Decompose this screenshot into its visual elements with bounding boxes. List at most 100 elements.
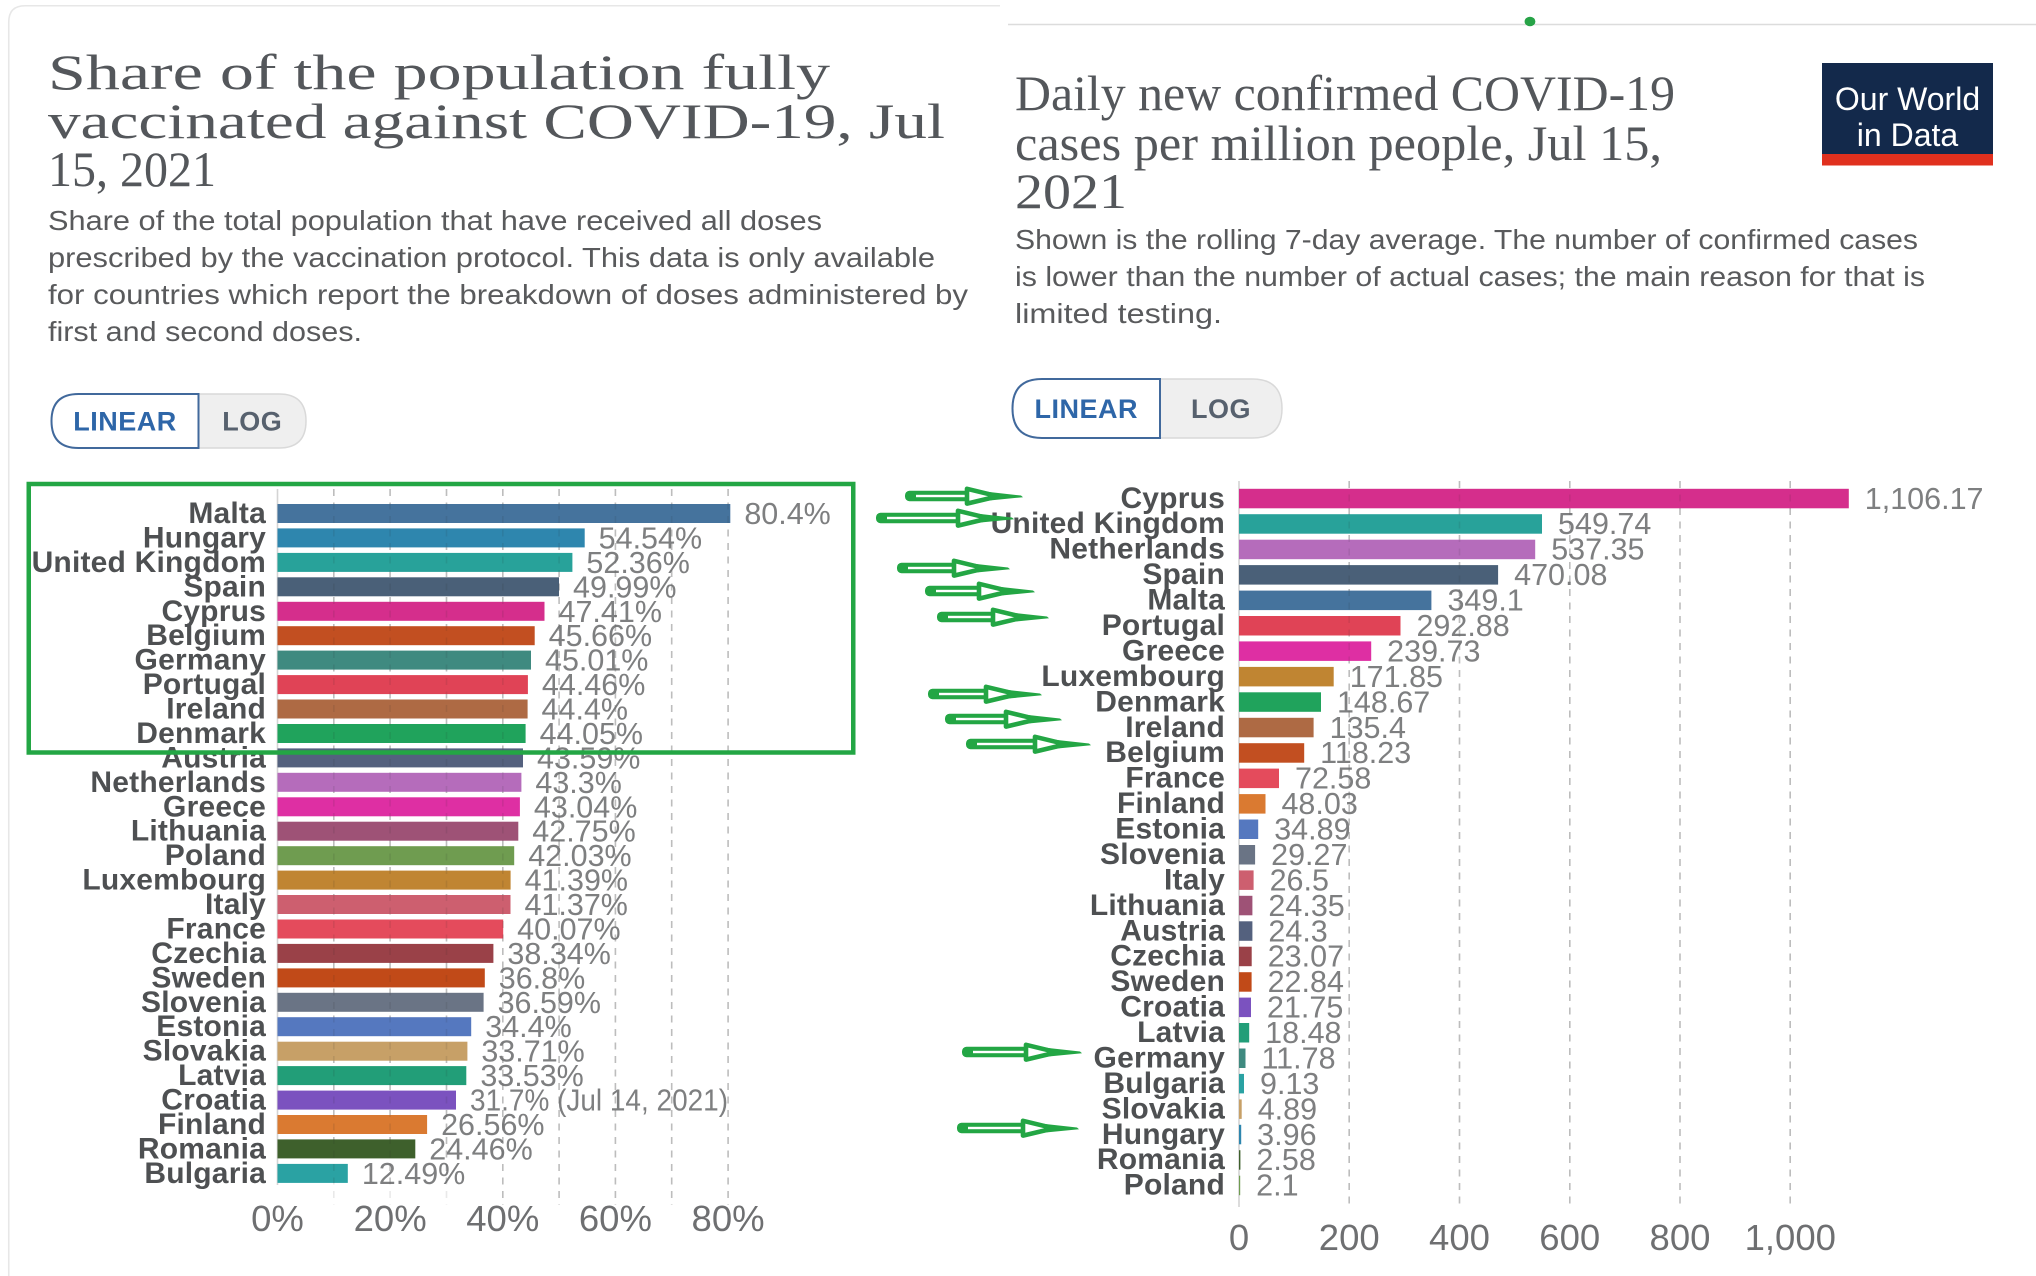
svg-text:Hungary: Hungary xyxy=(143,521,266,554)
svg-text:Lithuania: Lithuania xyxy=(131,815,266,848)
svg-text:3.96: 3.96 xyxy=(1257,1118,1316,1152)
svg-text:Italy: Italy xyxy=(205,888,266,921)
svg-text:Belgium: Belgium xyxy=(146,619,266,652)
svg-text:limited testing.: limited testing. xyxy=(1015,298,1222,329)
svg-text:Finland: Finland xyxy=(158,1108,266,1141)
svg-text:23.07: 23.07 xyxy=(1268,940,1344,974)
svg-text:Greece: Greece xyxy=(1122,634,1225,667)
svg-text:Netherlands: Netherlands xyxy=(1049,533,1225,566)
svg-text:44.46%: 44.46% xyxy=(542,668,645,702)
svg-text:Portugal: Portugal xyxy=(1102,609,1225,642)
svg-text:171.85: 171.85 xyxy=(1350,660,1443,694)
svg-text:200: 200 xyxy=(1319,1217,1380,1258)
svg-text:LOG: LOG xyxy=(222,407,282,437)
svg-text:38.34%: 38.34% xyxy=(507,937,610,971)
svg-text:33.71%: 33.71% xyxy=(481,1035,584,1069)
svg-text:Share of the population fully: Share of the population fully xyxy=(48,44,830,100)
svg-text:34.4%: 34.4% xyxy=(485,1010,571,1044)
svg-text:Sweden: Sweden xyxy=(1110,965,1225,998)
svg-text:Bulgaria: Bulgaria xyxy=(1103,1067,1225,1100)
svg-text:Malta: Malta xyxy=(188,497,266,530)
svg-text:292.88: 292.88 xyxy=(1416,609,1509,643)
svg-text:Czechia: Czechia xyxy=(151,937,266,970)
svg-text:54.54%: 54.54% xyxy=(599,521,702,555)
svg-text:Estonia: Estonia xyxy=(1115,813,1225,846)
svg-text:800: 800 xyxy=(1650,1217,1711,1258)
svg-text:Daily new confirmed COVID-19: Daily new confirmed COVID-19 xyxy=(1015,65,1675,121)
svg-text:31.7% (Jul 14, 2021): 31.7% (Jul 14, 2021) xyxy=(470,1084,728,1118)
svg-text:Germany: Germany xyxy=(1094,1041,1226,1074)
svg-text:Netherlands: Netherlands xyxy=(90,766,266,799)
svg-text:400: 400 xyxy=(1429,1217,1490,1258)
svg-text:26.5: 26.5 xyxy=(1270,863,1329,897)
svg-text:11.78: 11.78 xyxy=(1261,1041,1335,1075)
svg-text:26.56%: 26.56% xyxy=(441,1108,544,1142)
svg-text:24.35: 24.35 xyxy=(1268,889,1344,923)
svg-text:Cyprus: Cyprus xyxy=(161,595,266,628)
svg-text:LOG: LOG xyxy=(1191,394,1251,424)
svg-text:52.36%: 52.36% xyxy=(586,546,689,580)
svg-text:20%: 20% xyxy=(354,1198,427,1239)
svg-text:Share of the total population: Share of the total population that have … xyxy=(48,205,822,236)
svg-text:29.27: 29.27 xyxy=(1271,838,1347,872)
svg-text:43.04%: 43.04% xyxy=(534,790,637,824)
svg-text:148.67: 148.67 xyxy=(1337,685,1430,719)
svg-text:Austria: Austria xyxy=(1120,914,1225,947)
svg-text:33.53%: 33.53% xyxy=(480,1059,583,1093)
svg-text:239.73: 239.73 xyxy=(1387,634,1480,668)
svg-text:Belgium: Belgium xyxy=(1105,736,1225,769)
svg-text:Lithuania: Lithuania xyxy=(1090,889,1225,922)
svg-text:36.8%: 36.8% xyxy=(499,961,585,995)
svg-text:2.1: 2.1 xyxy=(1256,1169,1298,1203)
svg-text:2021: 2021 xyxy=(1015,163,1127,219)
svg-text:1,000: 1,000 xyxy=(1745,1217,1836,1258)
svg-text:LINEAR: LINEAR xyxy=(73,407,177,437)
svg-text:22.84: 22.84 xyxy=(1268,965,1344,999)
svg-text:43.59%: 43.59% xyxy=(537,741,640,775)
svg-text:Ireland: Ireland xyxy=(166,693,266,726)
svg-text:Malta: Malta xyxy=(1147,584,1225,617)
svg-text:Finland: Finland xyxy=(1117,787,1225,820)
svg-text:Croatia: Croatia xyxy=(161,1084,266,1117)
svg-text:Austria: Austria xyxy=(161,741,266,774)
svg-text:Bulgaria: Bulgaria xyxy=(144,1157,266,1190)
svg-text:in Data: in Data xyxy=(1857,117,1959,153)
svg-text:Denmark: Denmark xyxy=(136,717,266,750)
svg-text:Poland: Poland xyxy=(1124,1169,1225,1202)
svg-text:Poland: Poland xyxy=(165,839,266,872)
svg-text:Czechia: Czechia xyxy=(1110,940,1225,973)
svg-text:Hungary: Hungary xyxy=(1102,1118,1225,1151)
svg-text:47.41%: 47.41% xyxy=(559,595,662,629)
svg-text:cases per million people, Jul: cases per million people, Jul 15, xyxy=(1015,115,1662,171)
svg-text:72.58: 72.58 xyxy=(1295,762,1371,796)
svg-text:Luxembourg: Luxembourg xyxy=(1041,660,1225,693)
svg-text:0%: 0% xyxy=(251,1198,304,1239)
svg-text:Spain: Spain xyxy=(183,570,266,603)
svg-text:42.03%: 42.03% xyxy=(528,839,631,873)
svg-text:42.75%: 42.75% xyxy=(532,815,635,849)
svg-text:21.75: 21.75 xyxy=(1267,991,1343,1025)
svg-text:40.07%: 40.07% xyxy=(517,912,620,946)
svg-text:Latvia: Latvia xyxy=(178,1059,266,1092)
svg-text:Romania: Romania xyxy=(1097,1143,1225,1176)
svg-text:36.59%: 36.59% xyxy=(498,986,601,1020)
svg-text:18.48: 18.48 xyxy=(1265,1016,1341,1050)
svg-text:Italy: Italy xyxy=(1164,863,1225,896)
svg-text:48.03: 48.03 xyxy=(1281,787,1357,821)
svg-text:Portugal: Portugal xyxy=(143,668,266,701)
svg-text:Cyprus: Cyprus xyxy=(1120,482,1225,515)
svg-text:12.49%: 12.49% xyxy=(362,1157,465,1191)
svg-text:Slovenia: Slovenia xyxy=(1100,838,1225,871)
svg-text:Our World: Our World xyxy=(1835,81,1980,117)
svg-text:Denmark: Denmark xyxy=(1095,685,1225,718)
svg-text:34.89: 34.89 xyxy=(1274,813,1350,847)
svg-text:40%: 40% xyxy=(466,1198,539,1239)
svg-text:Luxembourg: Luxembourg xyxy=(82,864,266,897)
svg-text:4.89: 4.89 xyxy=(1258,1092,1317,1126)
svg-text:43.3%: 43.3% xyxy=(535,766,621,800)
svg-text:Spain: Spain xyxy=(1142,558,1225,591)
svg-text:135.4: 135.4 xyxy=(1330,711,1406,745)
svg-text:41.37%: 41.37% xyxy=(524,888,627,922)
svg-text:Slovakia: Slovakia xyxy=(1102,1092,1225,1125)
svg-text:80%: 80% xyxy=(692,1198,765,1239)
